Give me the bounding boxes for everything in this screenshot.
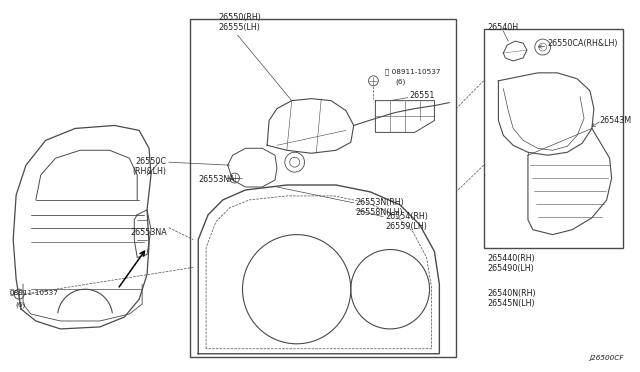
Text: 265440(RH): 265440(RH) [488, 254, 535, 263]
Text: 26553NA: 26553NA [198, 175, 235, 184]
Text: 26553NA: 26553NA [130, 228, 167, 237]
Text: 26545N(LH): 26545N(LH) [488, 299, 535, 308]
Text: 26540N(RH): 26540N(RH) [488, 289, 536, 298]
Text: 26540H: 26540H [488, 23, 518, 32]
Text: 26550CA(RH&LH): 26550CA(RH&LH) [548, 39, 618, 48]
Text: 26550(RH): 26550(RH) [218, 13, 260, 22]
Text: (RH&LH): (RH&LH) [132, 167, 167, 176]
Text: Ⓝ 08911-10537: Ⓝ 08911-10537 [385, 69, 441, 76]
Text: 26551: 26551 [410, 91, 435, 100]
Text: (6): (6) [395, 79, 405, 85]
Text: 26553N(RH): 26553N(RH) [356, 198, 404, 207]
Text: 26554(RH): 26554(RH) [385, 212, 428, 221]
Text: 26550C: 26550C [136, 157, 167, 166]
Text: 26543M: 26543M [600, 116, 632, 125]
Bar [484, 29, 623, 247]
Text: 26558N(LH): 26558N(LH) [356, 208, 403, 217]
Text: 26559(LH): 26559(LH) [385, 222, 427, 231]
Text: 265490(LH): 265490(LH) [488, 264, 534, 273]
Text: Ⓝ: Ⓝ [9, 288, 13, 295]
Text: (6): (6) [15, 301, 26, 308]
Text: 08911-10537: 08911-10537 [9, 290, 58, 296]
Text: 26555(LH): 26555(LH) [218, 23, 260, 32]
Bar [190, 19, 456, 357]
Text: J26500CF: J26500CF [589, 355, 623, 361]
